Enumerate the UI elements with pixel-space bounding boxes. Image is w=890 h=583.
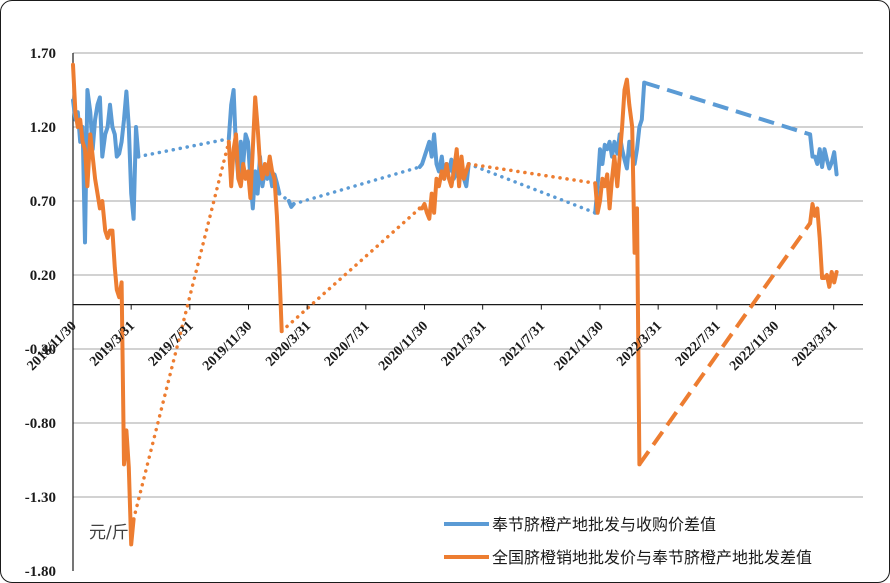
y-tick-label: -1.80	[25, 564, 56, 580]
series-1-line-dotted	[466, 162, 597, 215]
gridlines	[72, 52, 863, 571]
x-tick-label: 2021/11/30	[552, 319, 607, 374]
x-tick-label: 2019/7/31	[146, 319, 197, 370]
series-2-line-solid	[71, 62, 136, 547]
legend: 奉节脐橙产地批发与收购价差值 全国脐橙销地批发价与奉节脐橙产地批发差值	[444, 515, 812, 567]
series-2-line-dotted	[131, 140, 231, 521]
x-tick-label: 2022/7/31	[673, 319, 724, 370]
series-1-line-dashed	[643, 80, 811, 137]
x-tick-label: 2022/11/30	[727, 319, 782, 374]
x-tick-label: 2020/11/30	[376, 319, 431, 374]
y-tick-label: 0.20	[30, 268, 56, 284]
series-1-line-solid	[808, 132, 839, 177]
series-1-line-dotted	[277, 191, 291, 203]
x-tick-label: 2021/7/31	[497, 319, 548, 370]
series-lines	[71, 62, 839, 547]
x-tick-label: 2021/3/31	[439, 319, 490, 370]
x-tick-label: 2019/3/31	[87, 319, 138, 370]
y-tick-label: 1.70	[30, 46, 56, 62]
series-1-line-dotted	[291, 165, 422, 206]
y-tick-label: 1.20	[30, 120, 56, 136]
y-tick-label: 0.70	[30, 194, 56, 210]
series-2-line-solid	[226, 95, 284, 334]
y-tick-label: -1.30	[25, 490, 56, 506]
x-axis: 2018/11/30 2019/3/31 2019/7/31 2019/11/30 20…	[25, 304, 841, 374]
series-2-line-dotted	[466, 162, 597, 185]
unit-label: 元/斤	[89, 523, 129, 543]
legend-label-2: 全国脐橙销地批发价与奉节脐橙产地批发差值	[492, 548, 812, 567]
y-tick-label: -0.30	[25, 342, 56, 358]
series-2-line-dashed	[637, 222, 812, 466]
series-2-line-solid	[593, 77, 642, 467]
x-tick-label: 2020/7/31	[322, 319, 373, 370]
series-2-line-dotted	[279, 206, 422, 333]
y-tick-label: -0.80	[25, 416, 56, 432]
x-tick-label: 2023/3/31	[790, 319, 841, 370]
series-2-line-solid	[417, 147, 471, 221]
series-2-line-solid	[808, 202, 839, 289]
legend-label-1: 奉节脐橙产地批发与收购价差值	[492, 515, 716, 534]
y-axis: 1.70 1.20 0.70 0.20 -0.30 -0.80 -1.30 -1.80	[25, 46, 56, 580]
series-1-line-dotted	[136, 137, 231, 159]
series-1-line-solid	[71, 88, 141, 245]
x-tick-label: 2019/11/30	[200, 319, 255, 374]
